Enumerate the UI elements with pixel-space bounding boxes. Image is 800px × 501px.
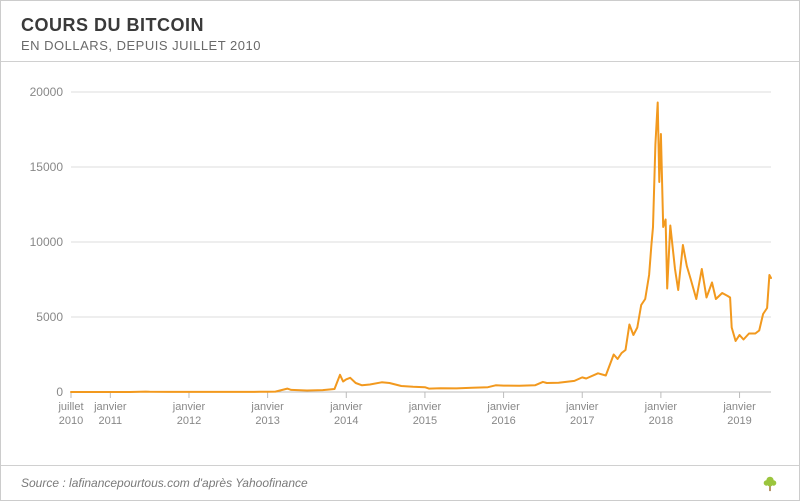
x-tick-label: janvier [93, 401, 127, 413]
y-tick-label: 5000 [36, 310, 63, 324]
y-tick-label: 0 [56, 385, 63, 399]
chart-area: 0 5000 10000 15000 20000 juillet 2010 janvier 20… [1, 62, 799, 447]
x-tick-label: 2013 [255, 415, 279, 427]
x-tick-label: janvier [408, 401, 442, 413]
x-tick-label: janvier [250, 401, 284, 413]
y-tick-label: 10000 [30, 235, 64, 249]
footer: Source : lafinancepourtous.com d'après Y… [1, 465, 799, 500]
y-tick-label: 15000 [30, 160, 64, 174]
x-tick-label: janvier [565, 401, 599, 413]
x-tick-label: 2014 [334, 415, 358, 427]
x-tick-label: 2018 [649, 415, 673, 427]
header: COURS DU BITCOIN EN DOLLARS, DEPUIS JUIL… [1, 1, 799, 62]
logo-icon [761, 474, 779, 492]
source-text: Source : lafinancepourtous.com d'après Y… [21, 476, 308, 490]
x-tick-label: janvier [329, 401, 363, 413]
x-tick-label: 2012 [177, 415, 201, 427]
line-chart: 0 5000 10000 15000 20000 juillet 2010 janvier 20… [21, 82, 781, 442]
x-tick-label: 2010 [59, 415, 83, 427]
x-tick-label: janvier [172, 401, 206, 413]
x-tick-label: 2017 [570, 415, 594, 427]
x-tick-label: janvier [722, 401, 756, 413]
x-tick-label: 2019 [727, 415, 751, 427]
x-tick-label: 2015 [413, 415, 437, 427]
y-tick-label: 20000 [30, 85, 64, 99]
chart-title: COURS DU BITCOIN [21, 15, 779, 36]
x-tick-label: juillet [57, 401, 83, 413]
x-tick-label: 2016 [491, 415, 515, 427]
price-line [71, 103, 771, 393]
chart-subtitle: EN DOLLARS, DEPUIS JUILLET 2010 [21, 38, 779, 53]
x-tick-label: 2011 [98, 415, 122, 427]
x-tick-label: janvier [644, 401, 678, 413]
x-tick-label: janvier [486, 401, 520, 413]
